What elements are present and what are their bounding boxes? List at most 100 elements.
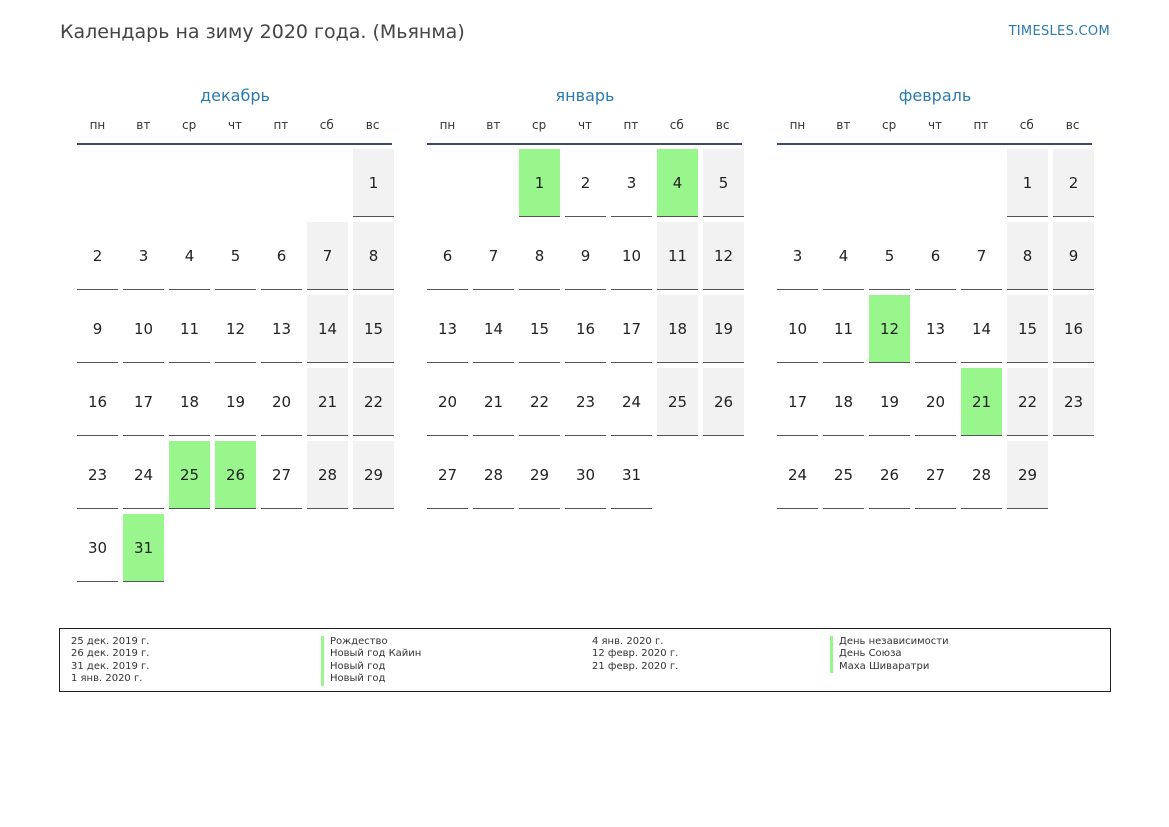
weekend-day-cell: 23 — [1053, 368, 1094, 436]
weekend-day-cell: 29 — [1007, 441, 1048, 509]
day-grid: 1 2 3 4 5 6 7 8 9 10 11 12 13 14 15 16 17 18 19 20 21 22 23 24 2… — [777, 149, 1094, 509]
weekend-day-cell: 11 — [657, 222, 698, 290]
weekend-day-cell: 9 — [1053, 222, 1094, 290]
weekday-label: ср — [182, 118, 197, 132]
holiday-day-cell: 4 — [657, 149, 698, 217]
weekday-header: пн вт ср чт пт сб вс — [77, 118, 393, 138]
day-cell: 6 — [261, 222, 302, 290]
weekday-label: пн — [89, 118, 106, 132]
empty-cell — [777, 149, 818, 217]
weekday-label: пт — [623, 118, 639, 132]
holiday-day-cell: 26 — [215, 441, 256, 509]
day-cell: 14 — [473, 295, 514, 363]
day-cell: 10 — [123, 295, 164, 363]
day-cell: 20 — [427, 368, 468, 436]
holiday-legend: 25 дек. 2019 г. 26 дек. 2019 г. 31 дек. … — [59, 628, 1111, 692]
day-cell: 13 — [427, 295, 468, 363]
empty-cell — [823, 149, 864, 217]
legend-names-left: Рождество Новый год Кайин Новый год Новы… — [321, 636, 421, 686]
empty-cell — [427, 149, 468, 217]
legend-holiday-name: Новый год — [321, 660, 421, 674]
weekend-day-cell: 22 — [353, 368, 394, 436]
page-title: Календарь на зиму 2020 года. (Мьянма) — [60, 21, 465, 43]
day-cell: 13 — [261, 295, 302, 363]
day-cell: 28 — [473, 441, 514, 509]
weekend-day-cell: 18 — [657, 295, 698, 363]
day-cell: 3 — [123, 222, 164, 290]
weekend-day-cell: 16 — [1053, 295, 1094, 363]
site-link[interactable]: TIMESLES.COM — [1008, 24, 1110, 39]
weekday-label: пн — [439, 118, 456, 132]
legend-date: 25 дек. 2019 г. — [71, 636, 150, 647]
weekend-day-cell: 1 — [353, 149, 394, 217]
weekday-label: вс — [715, 118, 730, 132]
month-february: февраль пн вт ср чт пт сб вс 1 2 3 4 5 6 7 8 9 10 11 12 13… — [777, 84, 1094, 509]
weekday-label: чт — [927, 118, 943, 132]
day-cell: 7 — [473, 222, 514, 290]
day-cell: 11 — [169, 295, 210, 363]
day-cell: 14 — [961, 295, 1002, 363]
empty-cell — [215, 149, 256, 217]
legend-date: 12 февр. 2020 г. — [592, 648, 679, 660]
day-cell: 3 — [611, 149, 652, 217]
weekday-label: чт — [577, 118, 593, 132]
weekday-label: пт — [973, 118, 989, 132]
day-cell: 25 — [823, 441, 864, 509]
day-cell: 24 — [777, 441, 818, 509]
weekend-day-cell: 19 — [703, 295, 744, 363]
day-cell: 18 — [169, 368, 210, 436]
weekend-day-cell: 25 — [657, 368, 698, 436]
weekday-label: сб — [669, 118, 684, 132]
weekday-label: сб — [1019, 118, 1034, 132]
weekend-day-cell: 2 — [1053, 149, 1094, 217]
day-cell: 19 — [869, 368, 910, 436]
month-name: февраль — [898, 86, 972, 105]
day-cell: 10 — [611, 222, 652, 290]
legend-names-right: День независимости День Союза Маха Шивар… — [830, 636, 949, 674]
month-rule — [427, 143, 742, 145]
day-grid: 1 2 3 4 5 6 7 8 9 10 11 12 13 14 15 16 17 18 19 20 21 22 23 24 2… — [77, 149, 394, 582]
weekend-day-cell: 1 — [1007, 149, 1048, 217]
day-cell: 2 — [77, 222, 118, 290]
holiday-day-cell: 21 — [961, 368, 1002, 436]
legend-holiday-name: Новый год Кайин — [321, 648, 421, 661]
month-rule — [777, 143, 1092, 145]
weekday-label: вс — [365, 118, 380, 132]
day-cell: 27 — [261, 441, 302, 509]
weekday-label: сб — [319, 118, 334, 132]
empty-cell — [915, 149, 956, 217]
legend-date: 1 янв. 2020 г. — [71, 673, 143, 685]
weekday-label: ср — [882, 118, 897, 132]
day-cell: 9 — [77, 295, 118, 363]
day-cell: 10 — [777, 295, 818, 363]
day-cell: 5 — [869, 222, 910, 290]
weekend-day-cell: 29 — [353, 441, 394, 509]
weekday-label: пн — [789, 118, 806, 132]
weekday-label: вт — [836, 118, 851, 132]
day-cell: 4 — [169, 222, 210, 290]
empty-cell — [869, 149, 910, 217]
day-cell: 20 — [915, 368, 956, 436]
weekday-label: вт — [136, 118, 151, 132]
day-cell: 22 — [519, 368, 560, 436]
weekend-day-cell: 8 — [353, 222, 394, 290]
weekday-label: вт — [486, 118, 501, 132]
weekend-day-cell: 26 — [703, 368, 744, 436]
weekday-header: пн вт ср чт пт сб вс — [427, 118, 743, 138]
day-cell: 20 — [261, 368, 302, 436]
day-cell: 26 — [869, 441, 910, 509]
empty-cell — [261, 149, 302, 217]
day-cell: 29 — [519, 441, 560, 509]
legend-holiday-name: День независимости — [830, 636, 949, 649]
empty-cell — [169, 149, 210, 217]
holiday-day-cell: 25 — [169, 441, 210, 509]
weekday-label: пт — [273, 118, 289, 132]
empty-cell — [473, 149, 514, 217]
empty-cell — [77, 149, 118, 217]
weekend-day-cell: 28 — [307, 441, 348, 509]
month-december: декабрь пн вт ср чт пт сб вс 1 2 3 4 5 6 7 8 9 10 11 12 13… — [77, 84, 394, 582]
empty-cell — [123, 149, 164, 217]
day-cell: 2 — [565, 149, 606, 217]
day-cell: 27 — [427, 441, 468, 509]
day-cell: 23 — [565, 368, 606, 436]
